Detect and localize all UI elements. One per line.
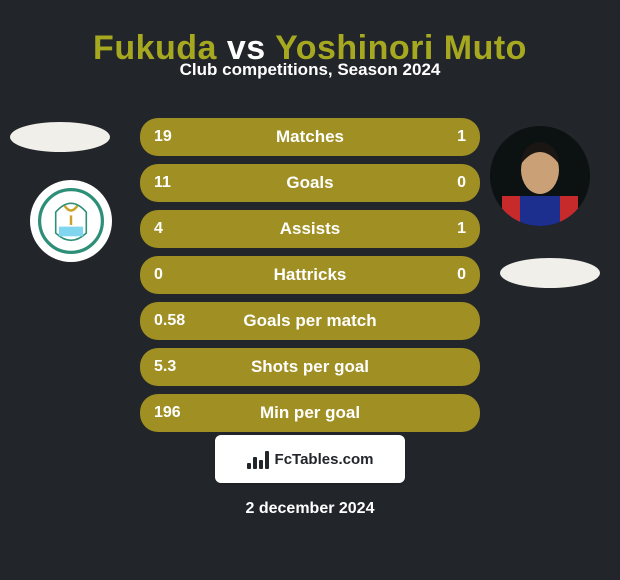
chart-bar: [259, 460, 263, 469]
chart-bar: [247, 463, 251, 469]
branding-text: FcTables.com: [275, 451, 374, 468]
branding-badge: FcTables.com: [215, 435, 405, 483]
player2-avatar: [490, 126, 590, 226]
stat-label: Goals per match: [140, 302, 480, 340]
stat-value-left: 0.58: [154, 302, 185, 340]
stat-row: Shots per goal5.3: [140, 348, 480, 386]
stat-label: Assists: [140, 210, 480, 248]
stat-value-left: 196: [154, 394, 181, 432]
date-label: 2 december 2024: [0, 500, 620, 518]
stat-value-left: 19: [154, 118, 172, 156]
stat-row: Min per goal196: [140, 394, 480, 432]
stats-list: Matches191Goals110Assists41Hattricks00Go…: [140, 118, 480, 440]
stat-row: Assists4 1: [140, 210, 480, 248]
stat-row: Matches19 1: [140, 118, 480, 156]
chart-bar: [253, 457, 257, 469]
stat-row: Goals per match0.58: [140, 302, 480, 340]
player1-crest: [30, 180, 112, 262]
chart-icon: [247, 449, 269, 469]
player2-photo-icon: [490, 126, 590, 226]
crest-icon: [38, 188, 104, 254]
stat-value-left: 0: [154, 256, 163, 294]
subtitle: Club competitions, Season 2024: [0, 60, 620, 80]
player1-ellipse: [10, 122, 110, 152]
stat-label: Hattricks: [140, 256, 480, 294]
stat-value-left: 11: [154, 164, 171, 202]
stat-label: Matches: [140, 118, 480, 156]
stat-row: Hattricks0 0: [140, 256, 480, 294]
stat-row: Goals11 0: [140, 164, 480, 202]
stat-label: Goals: [140, 164, 480, 202]
stat-value-right: 0: [457, 256, 466, 294]
chart-bar: [265, 451, 269, 469]
stat-value-left: 5.3: [154, 348, 176, 386]
stat-value-right: 0: [457, 164, 466, 202]
stat-value-right: 1: [457, 118, 466, 156]
comparison-card: Fukuda vs Yoshinori Muto Club competitio…: [0, 0, 620, 580]
player2-ellipse: [500, 258, 600, 288]
stat-value-right: 1: [457, 210, 466, 248]
stat-label: Min per goal: [140, 394, 480, 432]
stat-label: Shots per goal: [140, 348, 480, 386]
stat-value-left: 4: [154, 210, 163, 248]
